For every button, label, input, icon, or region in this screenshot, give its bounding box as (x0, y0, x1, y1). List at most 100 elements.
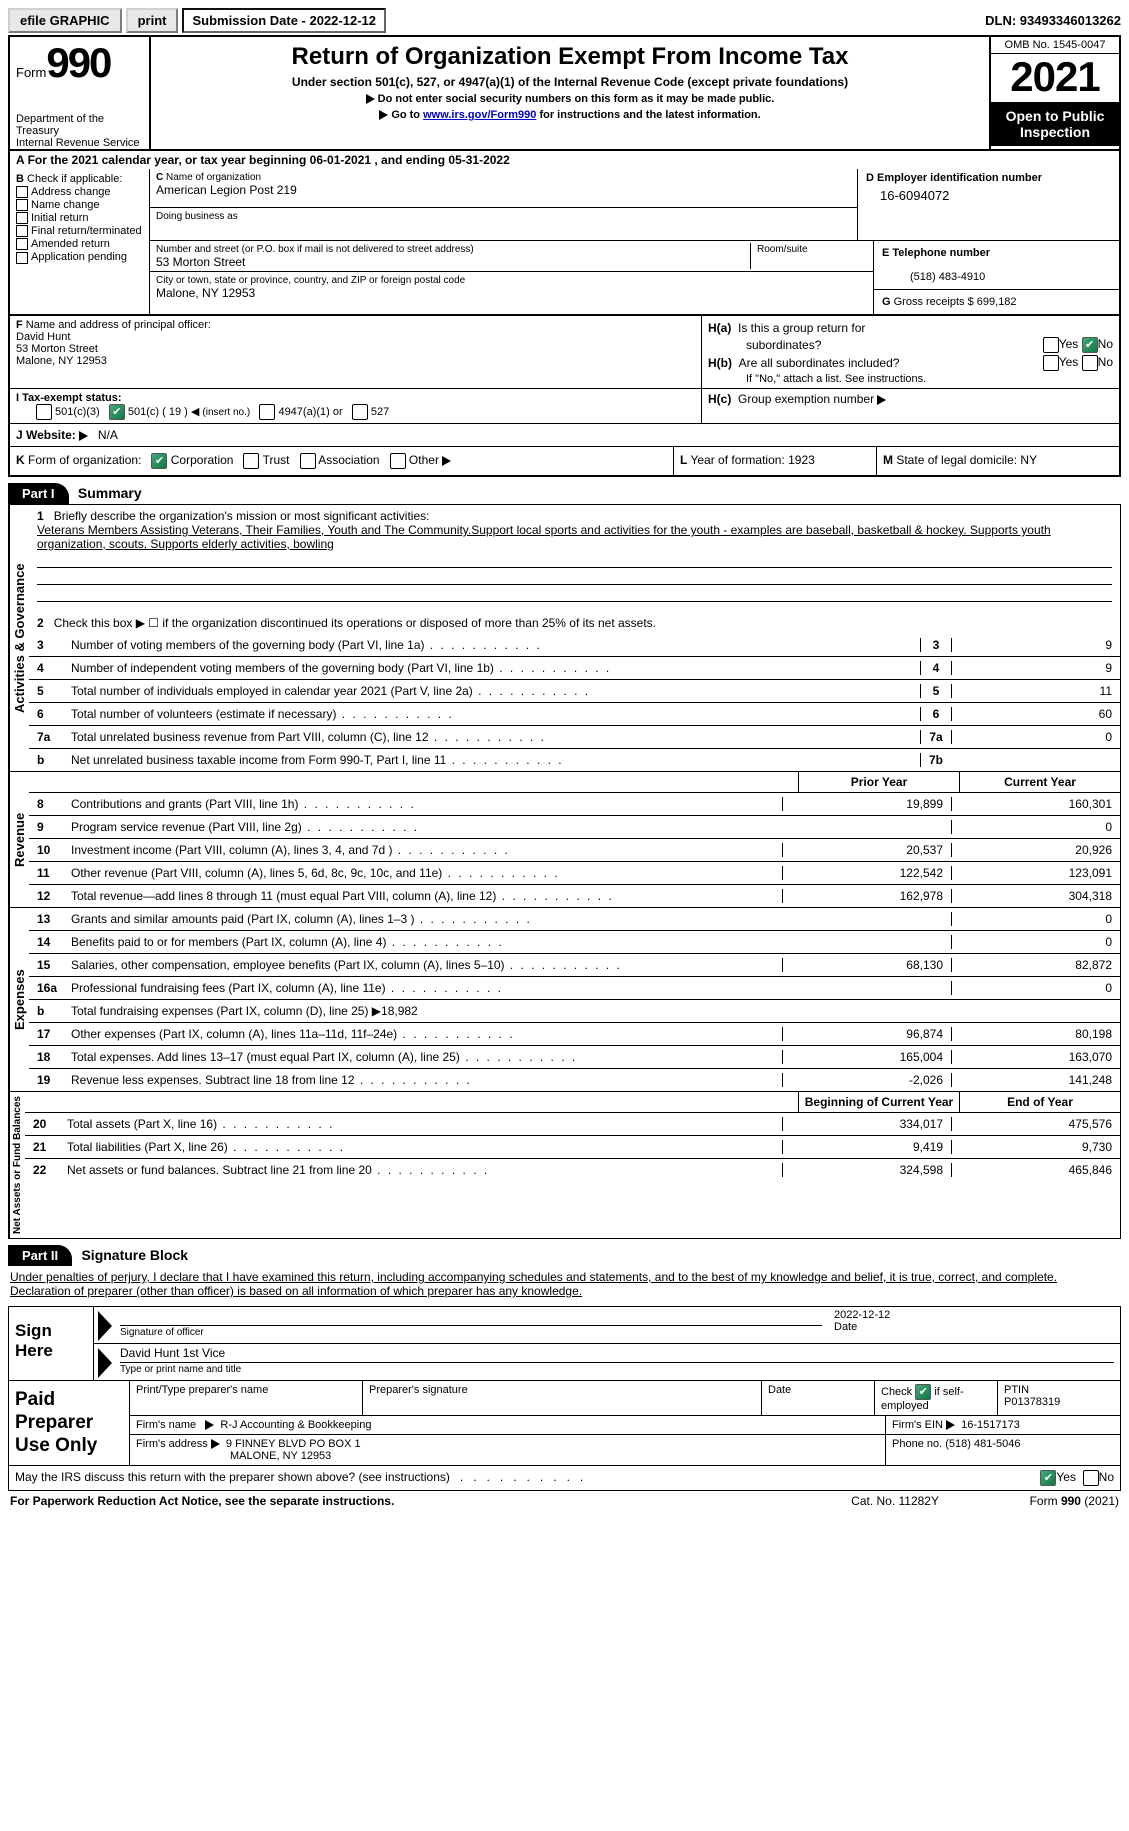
dba-label: Doing business as (156, 211, 238, 222)
street-label: Number and street (or P.O. box if mail i… (156, 244, 474, 255)
summary-line: 22Net assets or fund balances. Subtract … (25, 1159, 1120, 1181)
ha-yes-checkbox[interactable] (1043, 337, 1059, 353)
chk-501c[interactable]: ✔ (109, 404, 125, 420)
summary-line: 18Total expenses. Add lines 13–17 (must … (29, 1046, 1120, 1069)
chk-association[interactable] (300, 453, 316, 469)
arrow-icon (98, 1348, 112, 1378)
paperwork-notice: For Paperwork Reduction Act Notice, see … (10, 1494, 851, 1508)
col-b-checkboxes: B Check if applicable: Address change Na… (10, 169, 150, 314)
ha-label: Is this a group return for (738, 321, 865, 335)
hb-label: Are all subordinates included? (739, 356, 900, 370)
prep-name-label: Print/Type preparer's name (136, 1384, 268, 1396)
officer-status-block: F Name and address of principal officer:… (8, 316, 1121, 477)
summary-line: 20Total assets (Part X, line 16)334,0174… (25, 1113, 1120, 1136)
chk-application-pending[interactable]: Application pending (16, 251, 143, 263)
arrow-icon (877, 395, 886, 405)
chk-final-return[interactable]: Final return/terminated (16, 225, 143, 237)
discuss-text: May the IRS discuss this return with the… (15, 1470, 450, 1486)
goto-prefix: Go to (391, 109, 423, 121)
sig-officer-label: Signature of officer (120, 1325, 822, 1338)
part1-header: Part I (8, 483, 69, 504)
omb-number: OMB No. 1545-0047 (991, 37, 1119, 54)
prep-sig-label: Preparer's signature (369, 1384, 468, 1396)
entity-info-block: B Check if applicable: Address change Na… (8, 169, 1121, 316)
open-to-public: Open to Public Inspection (991, 102, 1119, 146)
chk-initial-return[interactable]: Initial return (16, 212, 143, 224)
street-value: 53 Morton Street (156, 255, 245, 269)
summary-line: bTotal fundraising expenses (Part IX, co… (29, 1000, 1120, 1023)
summary-line: 17Other expenses (Part IX, column (A), l… (29, 1023, 1120, 1046)
paid-preparer-label: Paid Preparer Use Only (9, 1381, 130, 1465)
chk-other[interactable] (390, 453, 406, 469)
summary-line: 21Total liabilities (Part X, line 26)9,4… (25, 1136, 1120, 1159)
ein-label: Employer identification number (877, 172, 1042, 184)
form-subtitle: Under section 501(c), 527, or 4947(a)(1)… (159, 75, 981, 89)
irs-link[interactable]: www.irs.gov/Form990 (423, 109, 536, 121)
tax-exempt-label: Tax-exempt status: (22, 392, 121, 404)
summary-line: 16aProfessional fundraising fees (Part I… (29, 977, 1120, 1000)
officer-addr2: Malone, NY 12953 (16, 355, 107, 367)
ha-no-checkbox[interactable]: ✔ (1082, 337, 1098, 353)
discuss-no-checkbox[interactable] (1083, 1470, 1099, 1486)
firm-name-label: Firm's name (136, 1419, 196, 1431)
ein-value: 16-6094072 (880, 188, 1111, 203)
sig-date-value: 2022-12-12 (834, 1309, 1114, 1321)
hc-label: Group exemption number (738, 392, 874, 406)
tab-activities: Activities & Governance (9, 505, 29, 771)
goto-suffix: for instructions and the latest informat… (536, 109, 760, 121)
form-header: Form 990 Department of the Treasury Inte… (8, 35, 1121, 151)
phone-value: (518) 483-4910 (910, 271, 985, 283)
firm-phone-value: (518) 481-5046 (945, 1438, 1020, 1450)
chk-corporation[interactable]: ✔ (151, 453, 167, 469)
cat-number: Cat. No. 11282Y (851, 1494, 939, 1508)
print-button[interactable]: print (126, 8, 179, 33)
chk-address-change[interactable]: Address change (16, 186, 143, 198)
arrow-icon (442, 456, 451, 466)
arrow-icon (366, 94, 375, 104)
mission-label: Briefly describe the organization's miss… (54, 509, 430, 523)
arrow-icon (379, 110, 388, 120)
summary-line: bNet unrelated business taxable income f… (29, 749, 1120, 771)
summary-line: 11Other revenue (Part VIII, column (A), … (29, 862, 1120, 885)
hb-yes-checkbox[interactable] (1043, 355, 1059, 371)
chk-self-employed[interactable]: ✔ (915, 1384, 931, 1400)
discuss-row: May the IRS discuss this return with the… (8, 1466, 1121, 1491)
ptin-label: PTIN (1004, 1384, 1029, 1396)
prep-date-label: Date (768, 1384, 791, 1396)
mission-text: Veterans Members Assisting Veterans, The… (37, 523, 1051, 551)
chk-527[interactable] (352, 404, 368, 420)
chk-trust[interactable] (243, 453, 259, 469)
arrow-icon (946, 1420, 955, 1430)
form-org-label: Form of organization: (28, 453, 141, 467)
arrow-icon (211, 1439, 220, 1449)
firm-addr-label: Firm's address (136, 1438, 208, 1450)
tab-revenue: Revenue (9, 772, 29, 907)
summary-line: 14Benefits paid to or for members (Part … (29, 931, 1120, 954)
summary-line: 13Grants and similar amounts paid (Part … (29, 908, 1120, 931)
summary-line: 7aTotal unrelated business revenue from … (29, 726, 1120, 749)
org-name-label: Name of organization (166, 172, 261, 183)
state-domicile-label: State of legal domicile: (896, 453, 1017, 467)
officer-addr1: 53 Morton Street (16, 343, 98, 355)
chk-501c3[interactable] (36, 404, 52, 420)
firm-name-value: R-J Accounting & Bookkeeping (220, 1419, 371, 1431)
form-title: Return of Organization Exempt From Incom… (159, 43, 981, 71)
typed-name-label: Type or print name and title (120, 1362, 1114, 1375)
chk-name-change[interactable]: Name change (16, 199, 143, 211)
officer-label: Name and address of principal officer: (26, 319, 211, 331)
chk-amended-return[interactable]: Amended return (16, 238, 143, 250)
arrow-icon (79, 431, 88, 441)
ptin-value: P01378319 (1004, 1396, 1060, 1408)
line2-discontinued: Check this box ▶ ☐ if the organization d… (54, 616, 656, 630)
hb-no-checkbox[interactable] (1082, 355, 1098, 371)
summary-line: 10Investment income (Part VIII, column (… (29, 839, 1120, 862)
col-current-year: Current Year (959, 772, 1120, 792)
signature-block: Sign Here Signature of officer 2022-12-1… (8, 1306, 1121, 1381)
efile-button[interactable]: efile GRAPHIC (8, 8, 122, 33)
room-label: Room/suite (757, 244, 808, 255)
year-formation-value: 1923 (788, 453, 815, 467)
discuss-yes-checkbox[interactable]: ✔ (1040, 1470, 1056, 1486)
state-domicile-value: NY (1020, 453, 1037, 467)
chk-4947[interactable] (259, 404, 275, 420)
col-begin-year: Beginning of Current Year (798, 1092, 959, 1112)
